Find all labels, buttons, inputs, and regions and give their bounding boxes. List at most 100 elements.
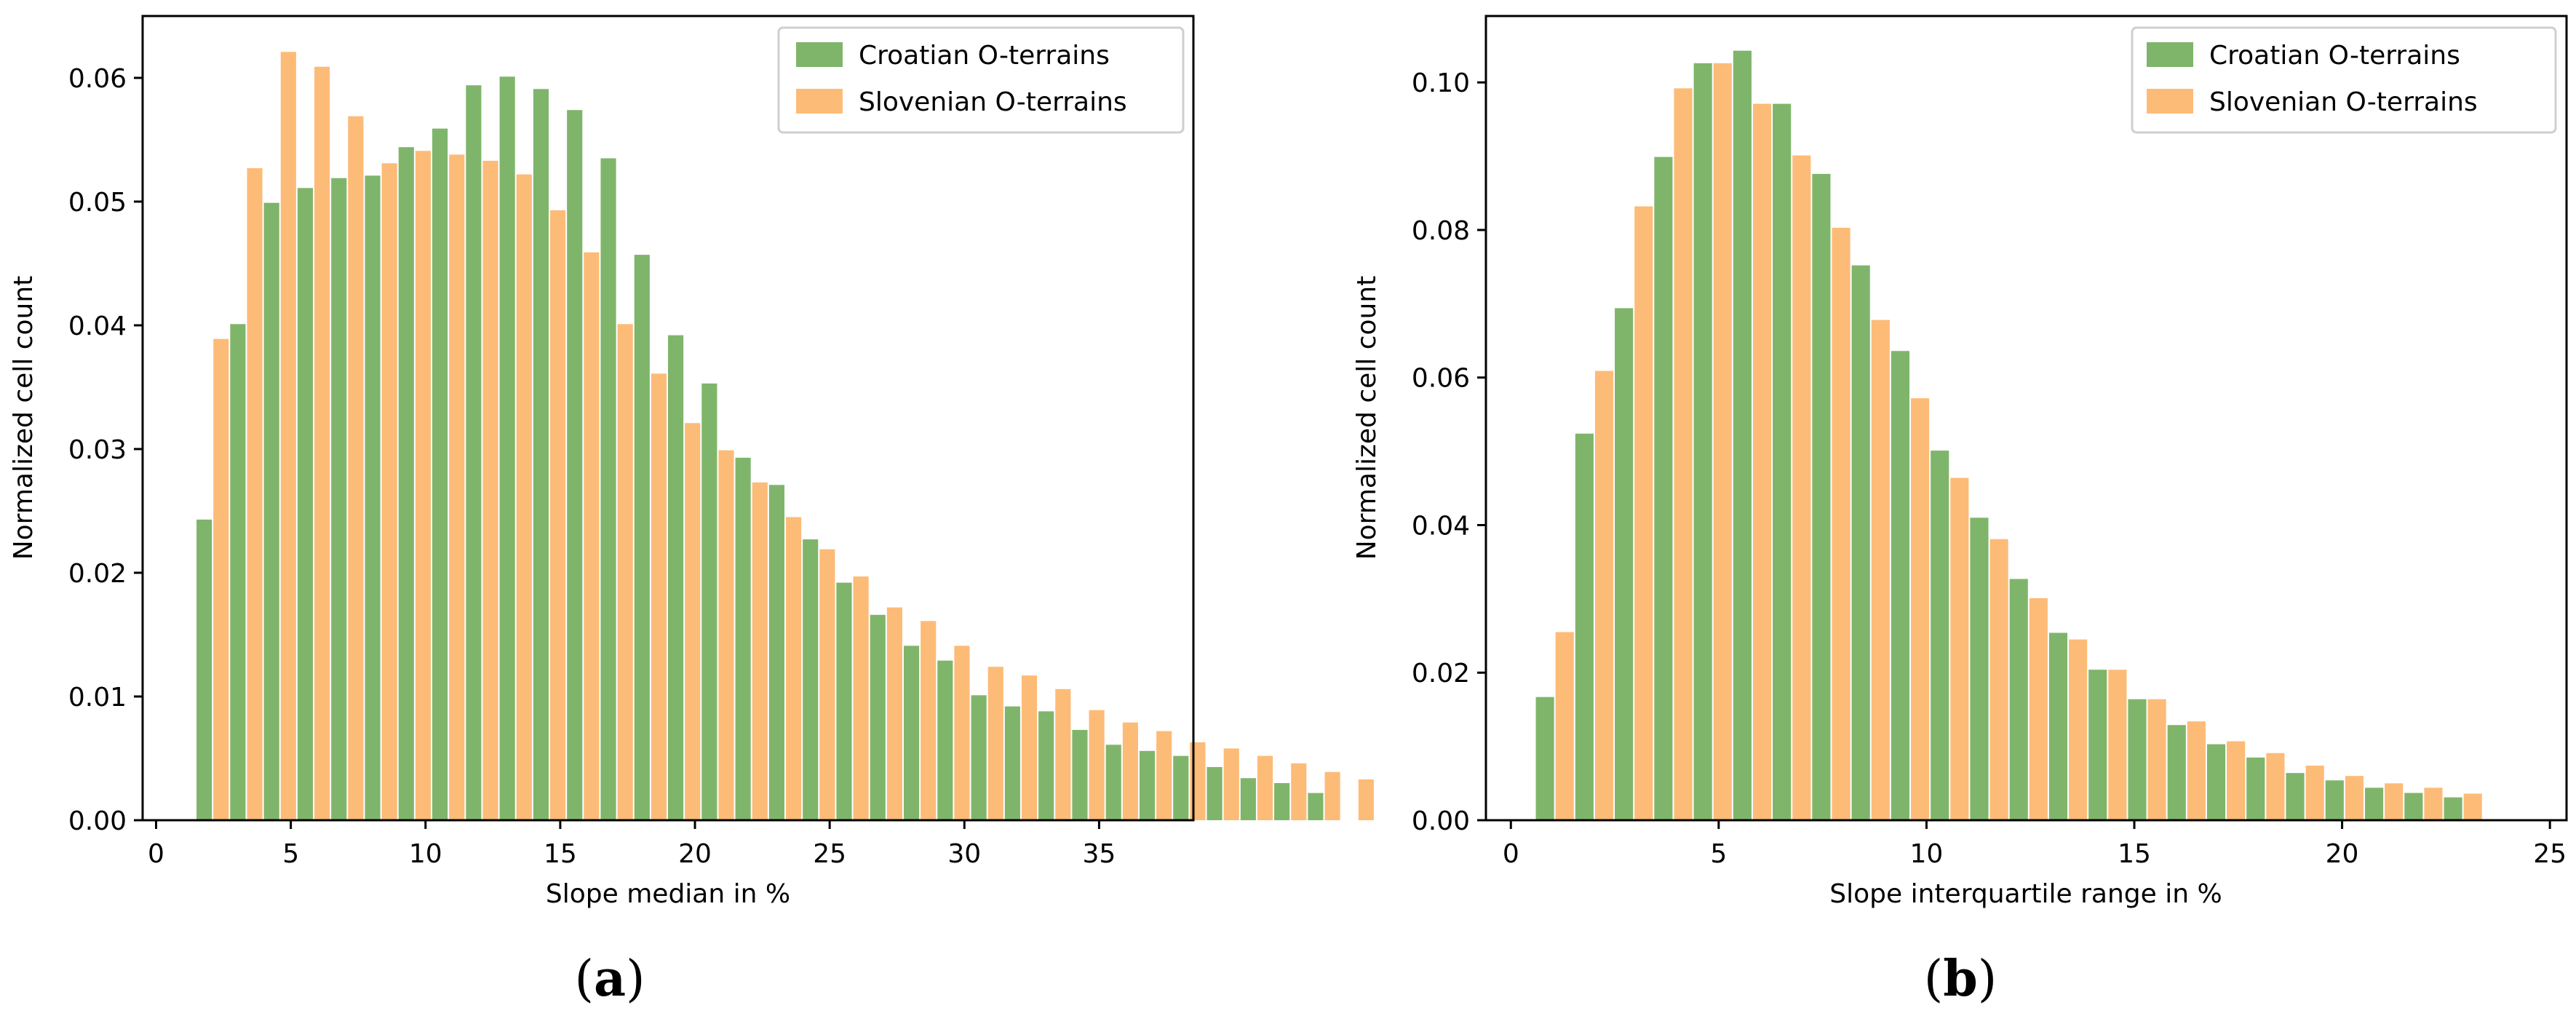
chart-a-bar-slovenian bbox=[819, 549, 835, 820]
chart-a-bar-slovenian bbox=[617, 324, 633, 820]
chart-a-bar-croatian bbox=[903, 646, 920, 820]
chart-a-x-tick-label: 25 bbox=[813, 839, 846, 869]
chart-a-bar-croatian bbox=[1206, 766, 1223, 820]
chart-b-bar-slovenian bbox=[1634, 206, 1653, 820]
chart-a-y-tick-label: 0.02 bbox=[68, 559, 127, 589]
chart-b-legend-swatch-croatian bbox=[2147, 42, 2193, 67]
chart-b-bar-croatian bbox=[2167, 725, 2186, 820]
chart-b-bar-croatian bbox=[2404, 793, 2423, 820]
chart-b-bar-croatian bbox=[1931, 451, 1949, 820]
chart-a-y-axis: 0.00 0.01 0.02 0.03 0.04 0.05 0.06 bbox=[68, 64, 143, 836]
chart-b-frame bbox=[1484, 15, 2568, 822]
chart-b-bar-slovenian bbox=[2029, 598, 2048, 820]
chart-b-bar-slovenian bbox=[1989, 539, 2008, 820]
chart-b-bar-slovenian bbox=[2266, 753, 2285, 820]
chart-b-y-tick-label: 0.00 bbox=[1412, 806, 1470, 836]
chart-a-bar-croatian bbox=[567, 110, 583, 820]
chart-a-x-tick-label: 5 bbox=[282, 839, 299, 869]
chart-a-bar-croatian bbox=[230, 324, 246, 820]
chart-b-x-tick-label: 25 bbox=[2533, 839, 2567, 869]
chart-b-bar-slovenian bbox=[2345, 776, 2364, 820]
chart-a-bar-slovenian bbox=[516, 174, 532, 821]
chart-a-bar-croatian bbox=[1308, 793, 1324, 820]
chart-a-bar-croatian bbox=[331, 178, 347, 820]
chart-a-bar-slovenian bbox=[954, 646, 970, 820]
chart-b-caption-letter: b bbox=[1943, 950, 1978, 1008]
chart-b-bar-slovenian bbox=[2385, 783, 2404, 820]
chart-a-bar-croatian bbox=[870, 614, 886, 820]
chart-a-bar-slovenian bbox=[853, 576, 869, 820]
chart-b-bar-croatian bbox=[2206, 744, 2226, 820]
chart-a-bar-croatian bbox=[768, 485, 784, 820]
chart-a-bar-slovenian bbox=[247, 168, 263, 821]
chart-a-bar-slovenian bbox=[921, 621, 937, 820]
chart-b-bar-croatian bbox=[1733, 50, 1752, 820]
chart-a-legend-box bbox=[777, 26, 1185, 134]
chart-b-bar-slovenian bbox=[2069, 639, 2088, 820]
chart-a-bar-croatian bbox=[971, 695, 987, 820]
chart-a-bar-slovenian bbox=[1089, 710, 1105, 820]
chart-b-x-tick-label: 15 bbox=[2118, 839, 2151, 869]
chart-a-bar-croatian bbox=[1274, 783, 1290, 820]
chart-a-bar-slovenian bbox=[651, 373, 667, 820]
chart-a-bar-croatian bbox=[634, 255, 650, 821]
chart-b-legend-box bbox=[2131, 26, 2557, 134]
chart-b-y-axis: 0.00 0.02 0.04 0.06 0.08 0.10 bbox=[1412, 68, 1486, 836]
chart-b-bar-slovenian bbox=[1950, 477, 1969, 820]
chart-b-bar-croatian bbox=[1891, 351, 1910, 820]
chart-a-bar-croatian bbox=[1173, 755, 1189, 820]
chart-b-legend: Croatian O-terrains Slovenian O-terrains bbox=[2131, 26, 2557, 134]
chart-a-bar-slovenian bbox=[584, 252, 600, 820]
chart-a-bar-slovenian bbox=[381, 163, 397, 821]
chart-a-y-tick-label: 0.04 bbox=[68, 311, 127, 341]
chart-a-bar-croatian bbox=[701, 383, 717, 820]
chart-a-bar-slovenian bbox=[314, 66, 330, 821]
chart-a-bar-croatian bbox=[1038, 711, 1054, 820]
chart-a-caption-letter: a bbox=[594, 950, 626, 1008]
chart-a-bar-slovenian bbox=[550, 210, 566, 820]
chart-a-bar-croatian bbox=[499, 76, 515, 821]
chart-a-bar-slovenian bbox=[1122, 722, 1138, 820]
chart-a-x-tick-label: 0 bbox=[148, 839, 164, 869]
chart-b-y-tick-label: 0.08 bbox=[1412, 216, 1470, 246]
chart-b-ylabel: Normalized cell count bbox=[1352, 276, 1382, 560]
chart-a-bar-croatian bbox=[600, 158, 616, 820]
chart-b-bar-croatian bbox=[2088, 670, 2107, 820]
chart-b-y-tick-label: 0.02 bbox=[1412, 659, 1470, 688]
chart-a-bar-croatian bbox=[533, 89, 549, 821]
chart-a-bar-slovenian bbox=[213, 338, 229, 820]
chart-a-bar-slovenian bbox=[685, 423, 701, 820]
chart-b-bar-slovenian bbox=[1594, 370, 1614, 820]
chart-b-bar-slovenian bbox=[1871, 320, 1890, 820]
chart-a-x-axis: 0 5 10 15 20 25 30 35 bbox=[148, 820, 1116, 869]
chart-a-bar-croatian bbox=[803, 539, 819, 820]
chart-a-y-tick-label: 0.05 bbox=[68, 188, 127, 218]
chart-a-bar-slovenian bbox=[1156, 731, 1172, 820]
chart-b-bar-slovenian bbox=[2108, 670, 2127, 820]
chart-a-bar-slovenian bbox=[280, 52, 296, 820]
chart-a-x-tick-label: 20 bbox=[678, 839, 712, 869]
chart-b-bar-slovenian bbox=[1555, 632, 1574, 820]
chart-a-bar-croatian bbox=[1072, 729, 1088, 820]
chart-b-y-tick-label: 0.10 bbox=[1412, 68, 1470, 98]
chart-a-legend-swatch-slovenian bbox=[796, 89, 843, 114]
chart-a-bar-croatian bbox=[365, 175, 381, 821]
chart-b-bar-slovenian bbox=[2463, 793, 2482, 820]
chart-b-bar-croatian bbox=[2325, 780, 2344, 820]
chart-a-bar-croatian bbox=[263, 202, 279, 820]
chart-a-bar-croatian bbox=[466, 85, 482, 820]
chart-b-bar-slovenian bbox=[1911, 398, 1930, 820]
chart-a-bar-slovenian bbox=[482, 160, 498, 820]
chart-a-bar-croatian bbox=[1240, 778, 1256, 820]
chart-b-bar-slovenian bbox=[1713, 63, 1732, 820]
chart-b-x-tick-label: 5 bbox=[1710, 839, 1727, 869]
chart-a-frame bbox=[141, 15, 1195, 822]
chart-a-bar-slovenian bbox=[886, 607, 902, 820]
chart-a-bar-croatian bbox=[297, 188, 314, 820]
chart-a-bar-slovenian bbox=[1257, 755, 1273, 820]
chart-b-bar-croatian bbox=[1812, 173, 1831, 820]
chart-b-legend-label-croatian: Croatian O-terrains bbox=[2209, 41, 2460, 71]
chart-a-bar-croatian bbox=[668, 335, 684, 821]
chart-b-xlabel: Slope interquartile range in % bbox=[1829, 879, 2222, 909]
